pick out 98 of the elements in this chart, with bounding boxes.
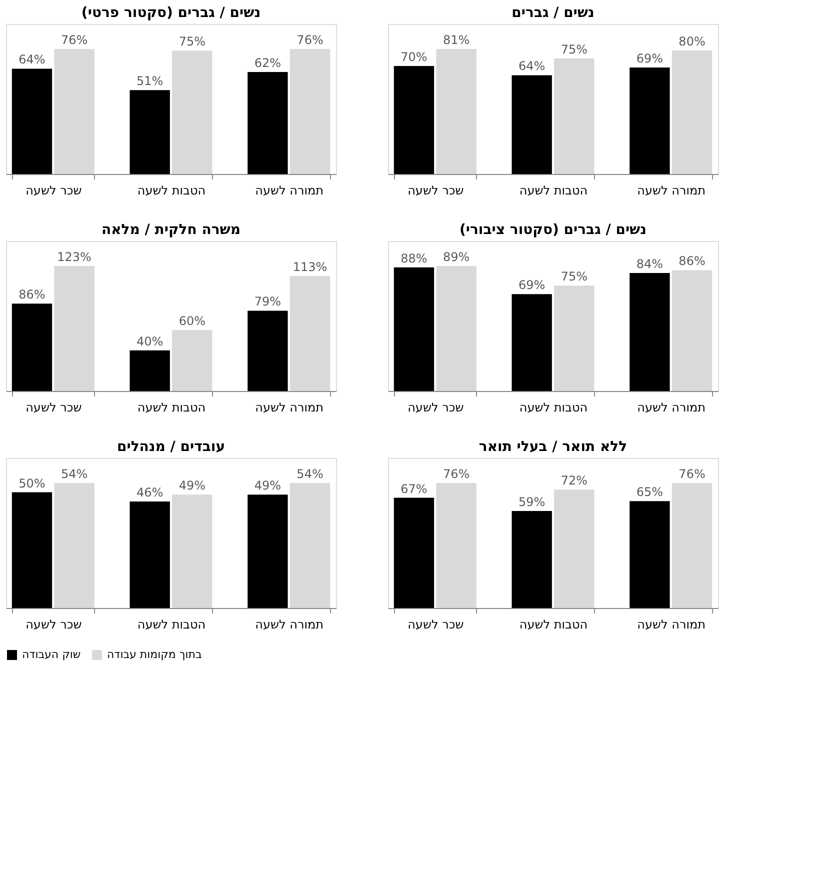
data-label: 76% <box>296 33 324 47</box>
bar <box>172 494 212 608</box>
data-label: 49% <box>178 478 206 493</box>
bar <box>394 66 434 174</box>
data-label: 75% <box>560 42 588 56</box>
chart-title: נשים / גברים (סקטור פרטי) <box>81 5 261 21</box>
x-tick-label: תמורה לשעה <box>255 184 324 198</box>
bar <box>630 68 670 174</box>
chart-title: עובדים / מנהלים <box>116 439 226 455</box>
bar <box>394 498 434 608</box>
bar <box>290 483 330 608</box>
chart-title: נשים / גברים <box>512 5 594 21</box>
data-label: 46% <box>136 486 164 500</box>
x-tick-label: שכר לשעה <box>26 618 82 632</box>
bar <box>54 266 94 391</box>
x-tick-label: הטבות לשעה <box>137 184 206 198</box>
bar <box>12 68 52 174</box>
data-label: 86% <box>18 288 46 302</box>
bar <box>248 72 288 174</box>
bar <box>130 502 170 608</box>
data-label: 67% <box>400 482 428 496</box>
bar <box>54 49 94 174</box>
x-tick-label: הטבות לשעה <box>519 184 588 198</box>
x-tick-label: שכר לשעה <box>26 400 82 414</box>
data-label: 80% <box>678 34 706 49</box>
data-label: 50% <box>18 476 46 490</box>
bar <box>12 304 52 391</box>
x-tick-label: שכר לשעה <box>408 400 464 414</box>
bar <box>554 286 594 391</box>
bar <box>172 330 212 391</box>
bar <box>290 276 330 391</box>
data-label: 54% <box>60 467 88 481</box>
bar <box>54 483 94 608</box>
bar <box>554 58 594 174</box>
data-label: 49% <box>254 478 282 493</box>
bar <box>436 266 476 391</box>
bar <box>672 270 712 391</box>
x-tick-label: שכר לשעה <box>408 618 464 632</box>
x-tick-label: שכר לשעה <box>408 184 464 198</box>
data-label: 76% <box>60 33 88 47</box>
data-label: 64% <box>18 52 46 67</box>
data-label: 86% <box>678 254 706 268</box>
bar <box>172 50 212 174</box>
bar <box>290 49 330 174</box>
data-label: 69% <box>518 278 546 292</box>
data-label: 60% <box>178 314 206 328</box>
legend-label: שוק העבודה <box>22 648 81 661</box>
bar <box>248 310 288 391</box>
bar <box>436 483 476 608</box>
x-tick-label: שכר לשעה <box>26 184 82 198</box>
x-tick-label: תמורה לשעה <box>637 400 706 414</box>
x-tick-label: הטבות לשעה <box>137 618 206 632</box>
bar <box>130 90 170 174</box>
bar <box>630 501 670 608</box>
bar <box>630 273 670 391</box>
data-label: 79% <box>254 294 282 309</box>
bar <box>436 49 476 174</box>
data-label: 70% <box>400 50 428 64</box>
data-label: 59% <box>518 494 546 509</box>
data-label: 113% <box>292 260 328 274</box>
data-label: 84% <box>636 257 664 272</box>
data-label: 89% <box>442 250 470 264</box>
data-label: 69% <box>636 52 664 66</box>
bar <box>554 490 594 608</box>
data-label: 76% <box>442 467 470 481</box>
bar <box>248 494 288 608</box>
x-tick-label: תמורה לשעה <box>255 618 324 632</box>
x-tick-label: תמורה לשעה <box>255 400 324 414</box>
bar <box>512 294 552 391</box>
data-label: 54% <box>296 467 324 481</box>
chart-title: משרה חלקית / מלאה <box>101 222 241 238</box>
x-tick-label: הטבות לשעה <box>519 400 588 414</box>
data-label: 72% <box>560 474 588 488</box>
bar <box>512 510 552 608</box>
data-label: 51% <box>136 74 164 88</box>
bar <box>672 483 712 608</box>
x-tick-label: הטבות לשעה <box>519 618 588 632</box>
data-label: 40% <box>136 334 164 348</box>
data-label: 64% <box>518 59 546 74</box>
data-label: 75% <box>560 270 588 284</box>
data-label: 76% <box>678 467 706 481</box>
bar <box>512 75 552 174</box>
bar <box>672 50 712 174</box>
bar <box>394 267 434 391</box>
data-label: 62% <box>254 56 282 70</box>
bar <box>130 350 170 391</box>
chart-title: נשים / גברים (סקטור ציבורי) <box>459 222 647 238</box>
legend-label: בתוך מקומות עבודה <box>107 648 202 661</box>
data-label: 88% <box>400 251 428 266</box>
x-tick-label: תמורה לשעה <box>637 184 706 198</box>
data-label: 65% <box>636 485 664 500</box>
data-label: 81% <box>442 33 470 47</box>
bar <box>12 492 52 608</box>
chart-title: ללא תואר / בעלי תואר <box>478 439 628 455</box>
data-label: 123% <box>57 250 92 264</box>
x-tick-label: הטבות לשעה <box>137 400 206 414</box>
x-tick-label: תמורה לשעה <box>637 618 706 632</box>
data-label: 75% <box>178 34 206 49</box>
